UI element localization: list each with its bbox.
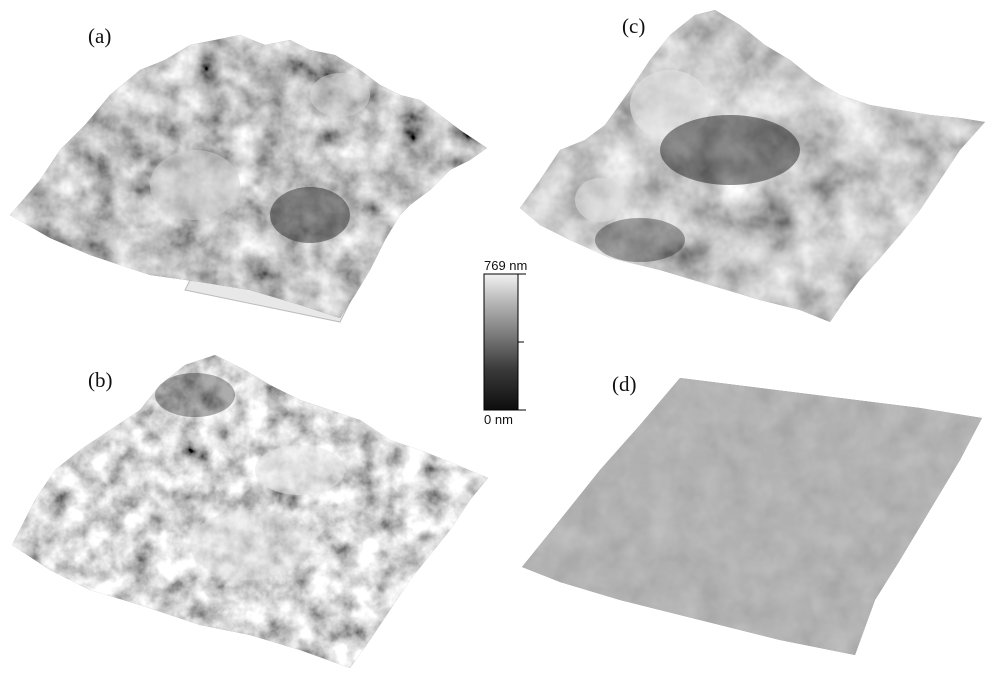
surface-b <box>12 355 488 668</box>
surface-a <box>10 35 487 323</box>
scale-min-label: 0 nm <box>484 412 513 427</box>
panel-label-b: (b) <box>88 368 113 392</box>
panel-label-d: (d) <box>612 372 637 396</box>
panel-label-a: (a) <box>88 24 112 48</box>
scale-max-label: 769 nm <box>484 258 528 273</box>
panel-label-c: (c) <box>622 14 646 38</box>
surface-c <box>520 10 985 322</box>
color-scale <box>483 273 526 411</box>
color-scale-bar <box>483 273 519 411</box>
surface-d <box>522 378 982 655</box>
